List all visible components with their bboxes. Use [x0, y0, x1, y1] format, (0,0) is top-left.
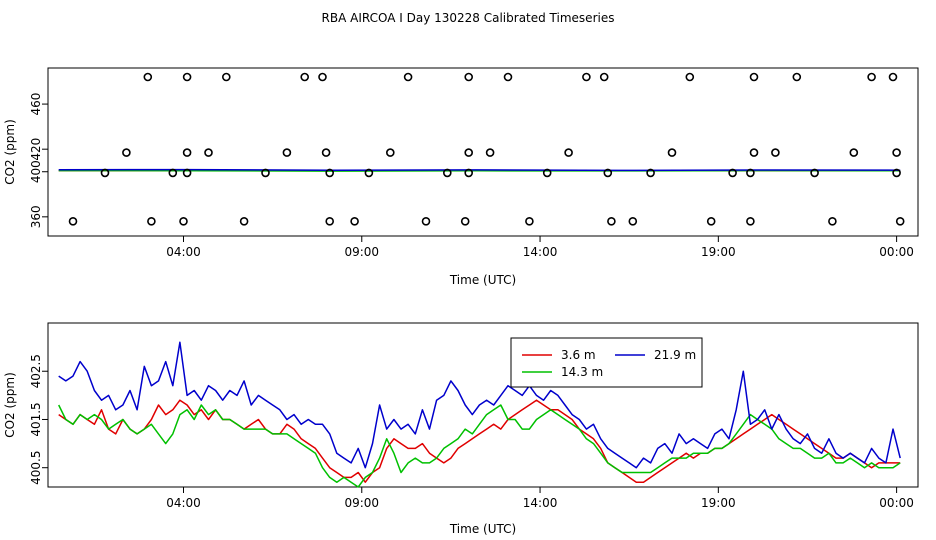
top-scatter-point: [464, 148, 474, 157]
legend: 3.6 m 21.9 m 14.3 m: [510, 337, 703, 388]
top-scatter-point: [321, 148, 331, 157]
top-scatter-point: [849, 148, 859, 157]
legend-label-14-3m: 14.3 m: [561, 365, 603, 379]
top-scatter-point: [564, 148, 573, 157]
top-scatter-point: [204, 148, 213, 157]
top-scatter-point: [68, 217, 78, 226]
top-scatter-point: [667, 148, 677, 157]
top-scatter-point: [179, 217, 188, 226]
top-scatter-point: [771, 148, 780, 157]
top-scatter-point: [895, 217, 905, 226]
top-scatter-point: [464, 72, 474, 82]
top-scatter-point: [318, 72, 327, 82]
top-scatter-point: [100, 168, 110, 178]
bottom-x-tick-label: 00:00: [879, 496, 914, 510]
top-scatter-point: [485, 148, 495, 157]
top-scatter-point: [503, 72, 513, 82]
top-scatter-point: [746, 168, 755, 178]
top-x-axis-label: Time (UTC): [449, 273, 516, 287]
top-scatter-point: [749, 148, 759, 157]
top-scatter-point: [892, 168, 901, 178]
top-scatter-point: [421, 217, 431, 226]
top-scatter-point: [892, 148, 901, 157]
top-scatter-points: [68, 72, 905, 226]
top-scatter-point: [325, 217, 335, 226]
top-scatter-point: [810, 168, 819, 178]
figure-title: RBA AIRCOA I Day 130228 Calibrated Times…: [322, 11, 615, 25]
top-scatter-point: [888, 72, 898, 82]
top-y-axis-label: CO2 (ppm): [3, 119, 17, 185]
top-scatter-point: [867, 72, 876, 82]
top-scatter-point: [792, 72, 802, 82]
top-scatter-point: [261, 168, 270, 178]
top-scatter-point: [147, 217, 156, 226]
top-scatter-point: [364, 168, 374, 178]
bottom-ticks: 04:00 09:00 14:00 19:00 00:00 400.5 401.5 402.5: [29, 354, 914, 510]
bottom-panel: 04:00 09:00 14:00 19:00 00:00 400.5 401.5 402.5…: [3, 322, 919, 536]
top-scatter-point: [282, 148, 292, 157]
top-scatter-point: [599, 72, 609, 82]
top-scatter-point: [403, 72, 413, 82]
top-scatter-point: [525, 217, 534, 226]
bottom-x-tick-label: 04:00: [166, 496, 201, 510]
bottom-y-axis-label: CO2 (ppm): [3, 372, 17, 438]
top-scatter-point: [182, 148, 192, 157]
top-scatter-point: [460, 217, 470, 226]
legend-label-21-9m: 21.9 m: [654, 348, 696, 362]
top-scatter-point: [582, 72, 591, 82]
top-scatter-point: [325, 168, 335, 178]
bottom-series-line-14-3-m: [58, 404, 901, 488]
bottom-y-tick-label: 401.5: [29, 402, 43, 436]
top-series-line-21-9-m: [58, 168, 901, 172]
top-scatter-point: [300, 72, 310, 82]
top-scatter-point: [143, 72, 153, 82]
top-scatter-point: [385, 148, 395, 157]
bottom-series-line-21-9-m: [58, 341, 901, 469]
bottom-y-tick-label: 402.5: [29, 354, 43, 388]
legend-label-3-6m: 3.6 m: [561, 348, 596, 362]
top-scatter-point: [706, 217, 716, 226]
top-scatter-point: [607, 217, 616, 226]
bottom-x-tick-label: 19:00: [701, 496, 736, 510]
top-scatter-point: [628, 217, 638, 226]
top-scatter-point: [239, 217, 249, 226]
top-scatter-point: [828, 217, 837, 226]
top-scatter-point: [464, 168, 474, 178]
bottom-series-line-3-6-m: [58, 399, 901, 483]
top-scatter-point: [168, 168, 178, 178]
top-scatter-point: [182, 72, 192, 82]
top-x-tick-label: 00:00: [879, 245, 914, 259]
top-scatter-point: [350, 217, 359, 226]
top-scatter-point: [222, 72, 231, 82]
top-scatter-point: [685, 72, 695, 82]
bottom-x-tick-label: 14:00: [523, 496, 558, 510]
top-x-tick-label: 09:00: [344, 245, 379, 259]
top-scatter-point: [728, 168, 737, 178]
top-x-tick-label: 04:00: [166, 245, 201, 259]
bottom-series-lines: [58, 341, 901, 488]
top-scatter-point: [182, 168, 192, 178]
top-scatter-point: [122, 148, 131, 157]
legend-box: [510, 337, 703, 388]
bottom-plot-frame: [47, 322, 919, 488]
top-scatter-point: [542, 168, 552, 178]
top-y-tick-label: 400: [29, 160, 43, 183]
bottom-x-axis-label: Time (UTC): [449, 522, 516, 536]
top-x-tick-label: 14:00: [523, 245, 558, 259]
top-scatter-point: [749, 72, 759, 82]
bottom-x-tick-label: 09:00: [344, 496, 379, 510]
bottom-y-tick-label: 400.5: [29, 451, 43, 485]
top-scatter-point: [746, 217, 755, 226]
top-scatter-point: [442, 168, 452, 178]
top-scatter-point: [603, 168, 613, 178]
top-scatter-point: [646, 168, 655, 178]
top-y-tick-label: 460: [29, 93, 43, 116]
top-y-tick-label: 420: [29, 138, 43, 161]
top-plot-frame: [47, 67, 919, 237]
top-y-tick-label: 360: [29, 205, 43, 228]
top-x-tick-label: 19:00: [701, 245, 736, 259]
